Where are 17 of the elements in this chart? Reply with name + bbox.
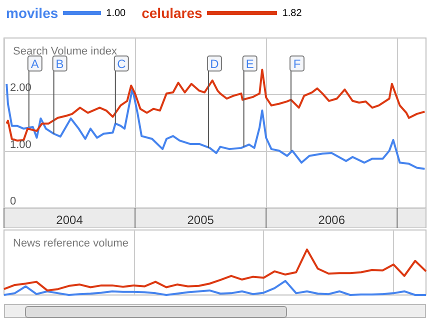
y-tick-label: 0: [10, 196, 16, 208]
annotation: F: [293, 57, 301, 71]
annotation: D: [210, 57, 220, 71]
text: Search Volume index: [13, 46, 118, 58]
annotation: B: [56, 57, 64, 71]
x-tick-label: 2004: [56, 213, 84, 227]
legend-label: moviles: [6, 5, 58, 21]
y-tick-label: 1.00: [10, 138, 32, 151]
x-tick-label: 2006: [318, 213, 346, 227]
text: 1.00: [106, 8, 126, 18]
legend-label: celulares: [142, 5, 202, 21]
chart-title: News reference volume: [13, 238, 129, 250]
annotation: E: [246, 57, 254, 71]
text: 1.82: [282, 8, 302, 18]
x-tick-label: 2005: [187, 213, 214, 227]
annotation: A: [30, 57, 39, 71]
annotation: C: [117, 57, 126, 71]
